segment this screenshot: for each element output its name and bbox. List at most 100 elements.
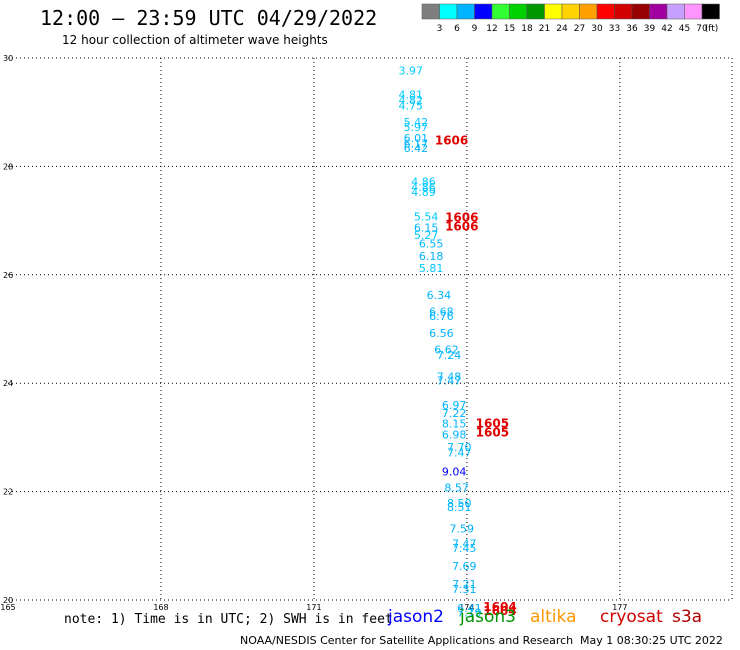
wave-height-value: 8.57 [444,482,469,495]
pass-id-label: 1606 [445,211,478,225]
legend-tick-label: 27 [574,24,585,34]
observation-layer: 3.97 4.814.824.75 5.425.976.016.176.42 1606… [399,64,517,619]
legend-tick-label: 36 [626,24,638,34]
wave-height-value: 6.15 [414,221,439,234]
wave-height-value: 5.54 [414,211,439,224]
legend-swatch [666,3,685,20]
wave-height-value: 5.42 [404,116,429,129]
wave-height-value: 9.04 [442,465,467,478]
wave-height-value: 4.82 [399,94,424,107]
wave-height-value: 7.21 [452,578,477,591]
legend-tick-label: 9 [472,24,478,34]
wave-height-value: 4.89 [411,186,436,199]
wave-height-value: 3.97 [399,64,424,77]
satellite-label-s3a: s3a [672,607,703,627]
wave-height-value: 8.50 [447,497,472,510]
pass-id-label: 1604 [483,604,516,618]
legend-swatch [456,3,475,20]
wave-height-value: 5.97 [404,121,429,134]
satellite-label-cryosat: cryosat [600,607,663,627]
legend-unit-label: (ft) [705,24,719,34]
legend-swatch [544,3,563,20]
wave-height-value: 6.97 [442,399,467,412]
legend-swatch [649,3,668,20]
wave-height-value: 7.47 [437,374,462,387]
color-legend: 3 6 9 12 15 18 21 24 27 30 33 36 39 42 45 70(ft) [421,3,720,34]
wave-height-value: 6.41 [457,602,482,615]
pass-id-label: 1604 [483,600,516,614]
wave-height-value: 4.86 [411,181,436,194]
legend-swatch [439,3,458,20]
legend-tick-label: 21 [539,24,550,34]
wave-height-value: 7.69 [452,560,477,573]
wave-height-value: 7.48 [437,370,462,383]
units-note: note: 1) Time is in UTC; 2) SWH is in fe… [64,612,393,627]
wave-height-value: 4.81 [399,89,424,102]
wave-height-value: 7.45 [452,542,477,555]
legend-tick-label: 42 [661,24,672,34]
wave-height-value: 4.86 [411,175,436,188]
wave-height-value: 5.27 [414,229,439,242]
legend-tick-label: 30 [591,24,603,34]
latitude-label: 26 [3,271,13,280]
legend-swatch [684,3,703,20]
footer-credit: NOAA/NESDIS Center for Satellite Applica… [240,634,574,647]
pass-id-label: 1605 [476,417,509,431]
longitude-label: 165 [0,603,15,612]
legend-swatch [509,3,528,20]
wave-height-value: 7.70 [447,441,472,454]
legend-swatch [631,3,650,20]
pass-id-label: 1606 [445,219,478,233]
pass-id-label: 1605 [476,425,509,439]
latitude-label: 24 [3,379,13,388]
legend-swatch [561,3,580,20]
wave-height-value: 6.68 [429,305,454,318]
legend-tick-label: 18 [521,24,533,34]
wave-height-value: 7.22 [442,407,467,420]
legend-swatch [701,3,720,20]
legend-tick-label: 45 [679,24,690,34]
legend-tick-label: 70 [696,24,708,34]
wave-height-value: 6.76 [429,310,454,323]
wave-height-value: 7.47 [447,446,472,459]
longitude-label: 177 [612,603,627,612]
legend-swatch [526,3,545,20]
legend-swatch [474,3,493,20]
wave-height-value: 5.81 [419,262,444,275]
page-subtitle: 12 hour collection of altimeter wave hei… [62,33,328,47]
latitude-label: 30 [3,54,13,63]
wave-height-value: 6.98 [442,428,467,441]
page-title: 12:00 – 23:59 UTC 04/29/2022 [40,6,378,30]
footer-timestamp: May 1 08:30:25 UTC 2022 [580,634,723,647]
satellite-label-altika: altika [530,607,577,627]
wave-height-value: 7.19 [457,606,482,619]
wave-height-value: 6.01 [404,132,429,145]
longitude-label: 174 [459,603,474,612]
wave-height-value: 6.62 [434,343,459,356]
wave-height-value: 7.47 [452,537,477,550]
satellite-label-jason3: jason3 [460,607,516,627]
wave-height-value: 6.42 [404,142,429,155]
legend-swatch [579,3,598,20]
wave-height-value: 7.24 [437,349,462,362]
wave-height-value: 6.18 [419,250,444,263]
legend-swatch [491,3,510,20]
longitude-label: 171 [306,603,321,612]
wave-height-value: 4.75 [399,99,424,112]
satellite-label-jason2: jason2 [388,607,444,627]
wave-height-value: 6.56 [429,327,454,340]
wave-height-value: 8.15 [442,418,467,431]
wave-height-value: 6.34 [427,289,452,302]
legend-tick-label: 24 [556,24,568,34]
latitude-label: 20 [3,596,13,605]
legend-swatch [596,3,615,20]
wave-height-value: 8.51 [447,501,472,514]
legend-tick-label: 33 [609,24,620,34]
latitude-label: 22 [3,488,13,497]
legend-tick-label: 39 [644,24,656,34]
legend-tick-label: 3 [437,24,443,34]
legend-swatch [421,3,440,20]
pass-id-label: 1606 [435,134,468,148]
